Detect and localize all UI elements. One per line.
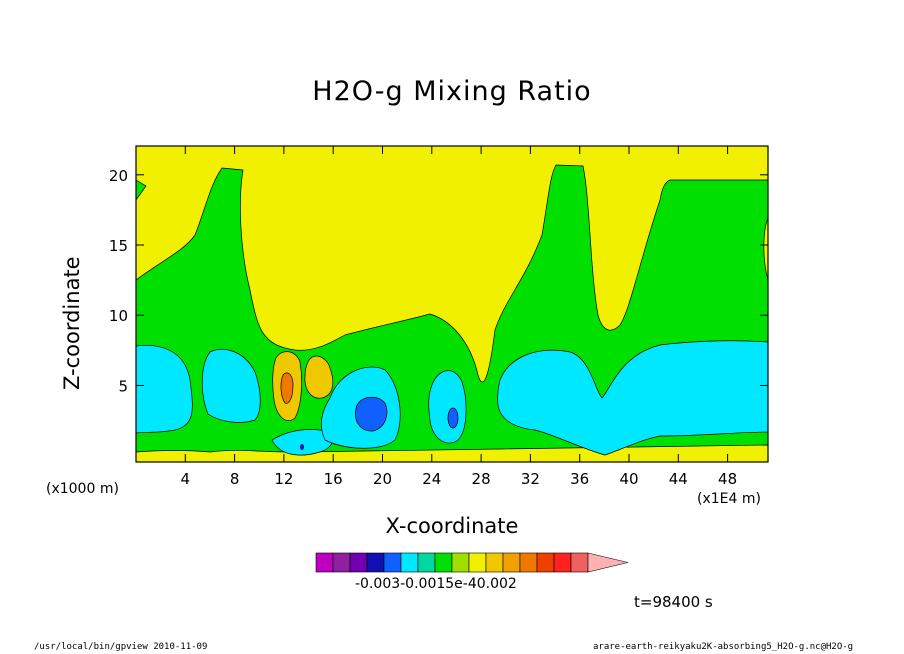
x-tick-label: 24 [422,470,441,488]
colorbar-swatch [434,552,453,573]
colorbar-swatch [502,552,521,573]
plot-frame [135,145,769,463]
y-unit-label: (x1000 m) [46,481,119,497]
x-axis: 4 8 12 16 20 24 28 32 36 40 44 48 [181,146,737,488]
x-tick-label: 28 [472,470,491,488]
x-axis-label: X-coordinate [0,514,904,538]
contour-orange-15 [304,355,334,399]
contour-blue-26 [447,407,459,429]
colorbar-swatch [366,552,385,573]
contour-field [136,146,768,462]
colorbar-swatch [332,552,351,573]
y-axis: 5 10 15 20 [109,167,768,395]
y-axis-label: Z-coordinate [60,256,84,390]
contour-green-left-edge [136,179,147,201]
colorbar-swatch [519,552,538,573]
y-tick-label: 20 [109,167,128,185]
x-tick-label: 36 [570,470,589,488]
colorbar-tick-labels: -0.003-0.0015e-40.002 [355,576,517,592]
colorbar-swatch [536,552,555,573]
colorbar-swatch [468,552,487,573]
chart-title: H2O-g Mixing Ratio [312,76,592,107]
y-tick-label: 15 [109,237,128,255]
footer-left: /usr/local/bin/gpview 2010-11-09 [34,642,208,652]
colorbar-swatch [315,552,334,573]
x-tick-label: 44 [669,470,688,488]
colorbar-swatch [451,552,470,573]
x-tick-label: 8 [230,470,240,488]
x-tick-label: 20 [373,470,392,488]
contour-blue-13 [300,444,304,450]
contour-cyan-26 [428,370,467,444]
colorbar-extend-arrow [587,552,629,573]
colorbar-swatch [485,552,504,573]
footer-right: arare-earth-reikyaku2K-absorbing5_H2O-g.… [593,642,854,652]
time-label: t=98400 s [634,593,713,611]
x-tick-label: 16 [324,470,343,488]
x-tick-label: 4 [181,470,191,488]
x-axis-label-text: X-coordinate [385,514,519,538]
colorbar-swatch [417,552,436,573]
y-tick-label: 10 [109,307,128,325]
contour-cyan-left [136,345,193,434]
x-tick-label: 40 [619,470,638,488]
x-unit-label: (x1E4 m) [697,491,761,507]
x-tick-label: 32 [521,470,540,488]
x-tick-label: 48 [718,470,737,488]
colorbar [315,552,629,573]
x-tick-label: 12 [274,470,293,488]
y-tick-label: 5 [118,377,128,395]
colorbar-swatch [553,552,572,573]
contour-cyan-8 [201,349,261,423]
colorbar-swatch [400,552,419,573]
colorbar-swatch [349,552,368,573]
colorbar-swatch [570,552,589,573]
contour-orange-12-inner [280,372,294,404]
contour-cyan-right [497,340,768,456]
contour-blue-20 [355,396,388,432]
colorbar-swatch [383,552,402,573]
